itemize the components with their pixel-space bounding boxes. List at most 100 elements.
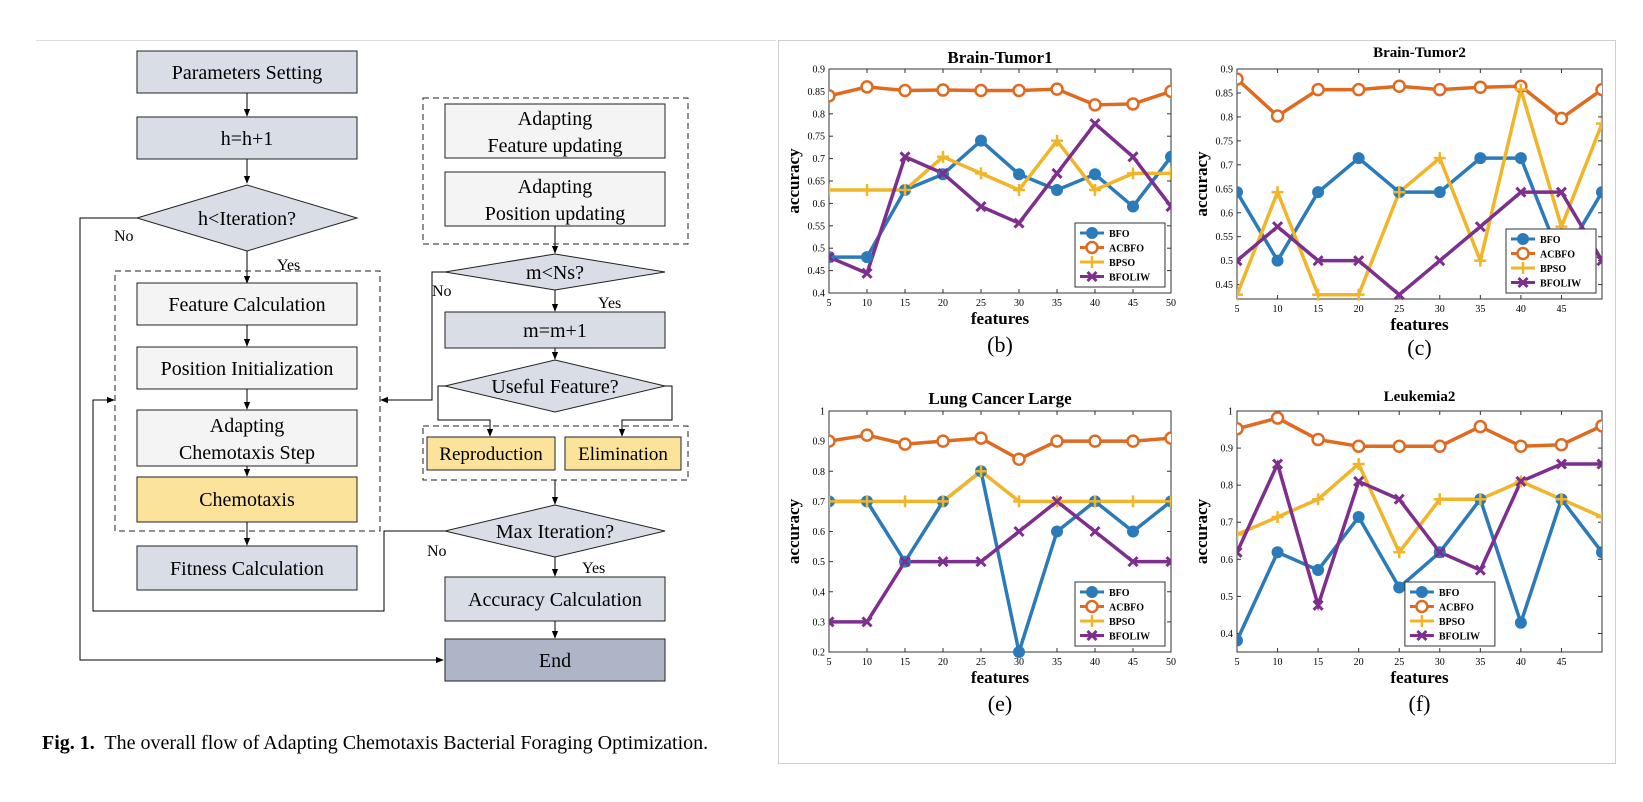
data-point bbox=[1433, 439, 1447, 453]
data-point bbox=[937, 150, 949, 163]
panel-label: (b) bbox=[987, 332, 1013, 357]
legend-label: BPSO bbox=[1439, 617, 1465, 628]
x-tick-label: 50 bbox=[1166, 298, 1176, 309]
data-point bbox=[1165, 167, 1171, 180]
data-point bbox=[1416, 629, 1428, 642]
m-update-text: m=m+1 bbox=[523, 320, 587, 342]
y-tick-label: 0.4 bbox=[813, 587, 826, 598]
data-point bbox=[1596, 255, 1602, 267]
data-point bbox=[1270, 109, 1285, 123]
data-point bbox=[1415, 615, 1428, 627]
data-point bbox=[975, 167, 987, 180]
data-point bbox=[1050, 434, 1064, 448]
marker-stroke bbox=[1474, 564, 1486, 576]
x-tick-label: 10 bbox=[1273, 304, 1283, 315]
marker-stroke bbox=[1353, 475, 1365, 488]
series-markers-acbfo bbox=[1237, 411, 1602, 453]
data-point bbox=[1312, 288, 1325, 301]
marker-stroke bbox=[1434, 255, 1446, 267]
y-tick-label: 0.2 bbox=[813, 648, 826, 659]
data-point bbox=[1473, 80, 1488, 94]
y-tick-label: 0.7 bbox=[1221, 518, 1234, 529]
data-point bbox=[1433, 493, 1446, 506]
chemotaxis-box bbox=[136, 476, 358, 523]
marker-stroke bbox=[1353, 255, 1365, 267]
max-iteration-no-loop bbox=[92, 396, 445, 612]
data-point bbox=[1312, 493, 1325, 506]
series-markers-acbfo bbox=[829, 80, 1171, 112]
x-axis-label: features bbox=[1390, 315, 1449, 334]
chart-brain-tumor2: Brain-Tumor2 0.45 0.5 0.55 0.6 0.65 0.7 0.75 0.8… bbox=[1197, 45, 1603, 360]
data-point bbox=[1596, 117, 1602, 130]
y-tick-label: 0.5 bbox=[1221, 256, 1234, 267]
marker-stroke bbox=[975, 200, 987, 213]
data-point bbox=[899, 495, 911, 508]
marker-stroke bbox=[1393, 493, 1405, 505]
data-point bbox=[1596, 458, 1602, 470]
useful-no-branch bbox=[618, 385, 673, 437]
data-point bbox=[1351, 82, 1366, 97]
marker-stroke bbox=[861, 267, 873, 279]
y-tick-label: 0.65 bbox=[808, 177, 826, 188]
top-rule bbox=[36, 40, 776, 41]
data-point bbox=[1050, 82, 1064, 96]
data-point bbox=[1126, 434, 1140, 448]
data-point bbox=[899, 183, 911, 196]
marker-stroke bbox=[899, 556, 911, 568]
chart-brain-tumor1: Brain-Tumor1 0.4 0.45 0.5 0.55 0.6 0.65 0.7 0.75… bbox=[784, 48, 1176, 357]
legend-item: ACBFO bbox=[1080, 240, 1144, 255]
legend-label: BFO bbox=[1109, 588, 1130, 599]
x-tick-label: 15 bbox=[900, 657, 910, 668]
series-line-acbfo bbox=[1237, 77, 1602, 121]
data-point bbox=[1237, 186, 1243, 199]
marker-stroke bbox=[1555, 186, 1568, 198]
end-box bbox=[444, 638, 666, 682]
data-point bbox=[1127, 151, 1139, 163]
marker-stroke bbox=[1237, 546, 1243, 555]
plot-series-group bbox=[829, 80, 1171, 279]
y-tick-label: 0.7 bbox=[1221, 160, 1234, 171]
y-axis-label: accuracy bbox=[1197, 498, 1211, 564]
max-no-label: No bbox=[427, 543, 447, 560]
data-point bbox=[1086, 615, 1098, 627]
position-initialization-box bbox=[136, 346, 358, 390]
marker-stroke bbox=[1127, 556, 1139, 568]
y-tick-label: 0.8 bbox=[1221, 112, 1234, 123]
data-point bbox=[1554, 437, 1569, 452]
data-point bbox=[1473, 419, 1488, 434]
y-tick-label: 0.4 bbox=[1221, 629, 1234, 640]
data-point bbox=[1089, 183, 1101, 196]
plot-series-group bbox=[1237, 72, 1602, 301]
h-update-box bbox=[136, 116, 358, 160]
x-tick-label: 25 bbox=[976, 657, 986, 668]
x-tick-label: 30 bbox=[1014, 657, 1024, 668]
reproduction-box bbox=[426, 436, 556, 471]
y-tick-label: 0.85 bbox=[1216, 88, 1234, 99]
data-point bbox=[829, 434, 836, 448]
data-point bbox=[1474, 221, 1486, 233]
y-tick-label: 0.5 bbox=[813, 244, 826, 255]
data-point bbox=[861, 183, 873, 196]
data-point bbox=[861, 267, 873, 279]
chart-lung-cancer-large: Lung Cancer Large 0.2 0.3 0.4 0.5 0.6 0.7 0.8 0.… bbox=[784, 389, 1176, 716]
data-point bbox=[1393, 186, 1406, 199]
series-markers-bfo bbox=[829, 134, 1171, 264]
data-point bbox=[1237, 72, 1244, 86]
x-tick-label: 25 bbox=[1394, 304, 1404, 315]
marker-stroke bbox=[1271, 221, 1284, 233]
y-tick-label: 0.75 bbox=[808, 132, 826, 143]
data-point bbox=[1164, 431, 1171, 445]
data-point bbox=[1012, 83, 1026, 98]
data-point bbox=[1312, 186, 1325, 199]
plot-series-group bbox=[829, 428, 1171, 659]
data-point bbox=[1392, 79, 1406, 93]
data-point bbox=[1237, 288, 1243, 301]
y-tick-label: 0.5 bbox=[813, 557, 826, 568]
data-point bbox=[1555, 458, 1568, 470]
x-tick-label: 25 bbox=[1394, 657, 1404, 668]
data-point bbox=[1352, 458, 1365, 471]
marker-stroke bbox=[1393, 289, 1405, 301]
marker-stroke bbox=[937, 556, 949, 568]
y-tick-label: 0.9 bbox=[1221, 65, 1234, 76]
